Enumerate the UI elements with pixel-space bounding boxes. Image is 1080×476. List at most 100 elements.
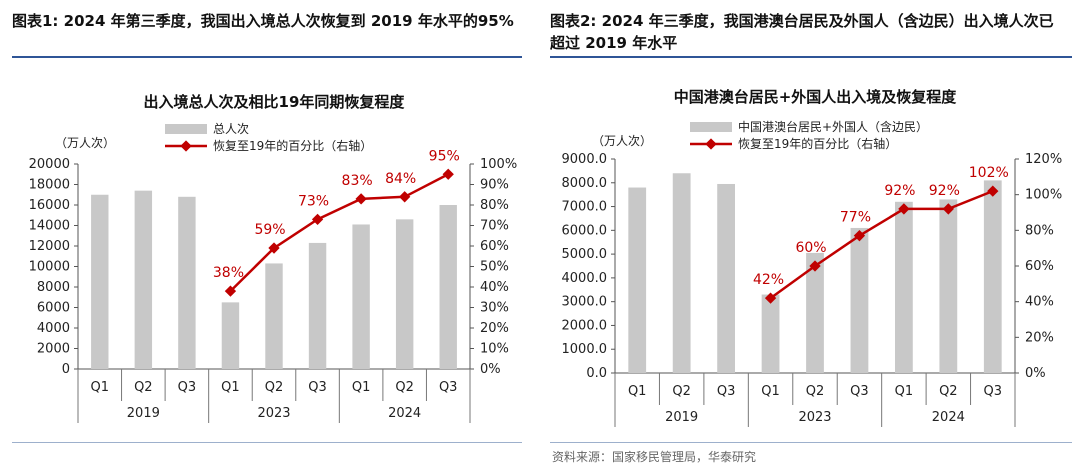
- left-line-data-label: 84%: [385, 171, 416, 187]
- left-chart: 出入境总人次及相比19年同期恢复程度 （万人次） 总人次恢复至19年的百分比（右轴）…: [29, 93, 517, 423]
- left-line-data-label: 73%: [298, 193, 329, 209]
- left-bar: [178, 196, 196, 369]
- right-bar: [628, 187, 647, 373]
- left-footer-rule: [12, 442, 522, 443]
- right-left-tick-label: 3000.0: [562, 295, 608, 310]
- left-unit-label: （万人次）: [55, 136, 115, 150]
- right-bar: [939, 199, 958, 373]
- right-category-label: Q2: [939, 384, 958, 399]
- left-category-label: Q2: [395, 380, 414, 395]
- left-line-data-label: 38%: [213, 265, 244, 281]
- right-category-label: Q3: [984, 384, 1003, 399]
- right-right-tick-label: 40%: [1025, 295, 1054, 310]
- right-line-marker: [809, 260, 821, 272]
- left-line-marker: [442, 168, 454, 180]
- left-group-label: 2024: [388, 406, 421, 421]
- left-left-tick-label: 12000: [29, 239, 70, 254]
- left-right-tick-label: 40%: [480, 280, 509, 295]
- right-right-tick-label: 0%: [1025, 366, 1046, 381]
- left-line-data-label: 59%: [254, 222, 285, 238]
- left-line-marker: [399, 191, 411, 203]
- left-bar: [395, 219, 414, 369]
- right-line-data-label: 102%: [969, 165, 1009, 181]
- right-right-tick-label: 20%: [1025, 330, 1054, 345]
- right-category-label: Q3: [850, 384, 869, 399]
- left-line-series: [229, 173, 449, 292]
- right-bar: [895, 201, 913, 373]
- left-bar: [265, 263, 283, 369]
- left-legend-bar-label: 总人次: [213, 122, 249, 136]
- right-category-label: Q2: [672, 384, 691, 399]
- left-left-tick-label: 6000: [37, 301, 70, 316]
- left-right-tick-label: 50%: [480, 260, 509, 275]
- left-right-tick-label: 10%: [480, 342, 509, 357]
- left-right-tick-label: 90%: [480, 178, 509, 193]
- left-group-label: 2019: [127, 406, 160, 421]
- left-right-tick-label: 60%: [480, 239, 509, 254]
- right-left-tick-label: 6000.0: [562, 223, 608, 238]
- right-left-tick-label: 4000.0: [562, 271, 608, 286]
- right-left-tick-label: 9000.0: [562, 152, 608, 167]
- right-bar: [850, 227, 869, 373]
- right-left-tick-label: 8000.0: [562, 176, 608, 191]
- left-left-tick-label: 18000: [29, 178, 70, 193]
- left-right-tick-label: 100%: [480, 157, 517, 172]
- left-line-marker: [224, 285, 237, 297]
- right-left-tick-label: 1000.0: [562, 342, 608, 357]
- right-bar: [672, 173, 691, 373]
- right-line-data-label: 42%: [753, 272, 784, 288]
- left-left-tick-label: 0: [62, 362, 70, 377]
- left-category-label: Q3: [439, 380, 458, 395]
- left-right-tick-label: 80%: [480, 198, 509, 213]
- left-line-marker: [311, 213, 324, 226]
- left-bar: [352, 224, 370, 369]
- left-left-tick-label: 20000: [29, 157, 70, 172]
- left-right-tick-label: 20%: [480, 321, 509, 336]
- right-bar: [983, 180, 1002, 373]
- left-left-tick-label: 14000: [29, 219, 70, 234]
- left-line-marker: [268, 242, 280, 254]
- right-chart: 中国港澳台居民+外国人出入境及恢复程度 （万人次） 中国港澳台居民+外国人（含边民）…: [562, 88, 1062, 427]
- right-bar: [806, 252, 824, 373]
- left-bar: [439, 205, 457, 369]
- left-bar: [134, 190, 153, 369]
- right-line-data-label: 77%: [840, 210, 871, 226]
- left-legend-line-marker: [180, 140, 192, 152]
- right-line-marker: [987, 185, 999, 197]
- right-group-label: 2023: [798, 410, 831, 425]
- right-left-tick-label: 5000.0: [562, 247, 608, 262]
- right-legend-bar-label: 中国港澳台居民+外国人（含边民）: [738, 119, 928, 134]
- left-legend-bar-swatch: [165, 124, 207, 134]
- left-header-rule: [12, 56, 522, 58]
- right-bar: [761, 294, 780, 373]
- left-left-tick-label: 4000: [37, 321, 70, 336]
- left-bar: [91, 194, 109, 369]
- right-footer-rule: [550, 442, 1072, 443]
- left-line-marker: [355, 193, 367, 205]
- left-bar: [221, 302, 240, 369]
- right-group-label: 2019: [665, 410, 698, 425]
- left-line-data-label: 83%: [342, 173, 373, 189]
- right-group-label: 2024: [932, 410, 965, 425]
- left-category-label: Q3: [178, 380, 197, 395]
- right-right-tick-label: 80%: [1025, 223, 1054, 238]
- right-line-marker: [898, 203, 910, 215]
- right-chart-title: 中国港澳台居民+外国人出入境及恢复程度: [674, 88, 958, 106]
- right-category-label: Q2: [806, 384, 825, 399]
- left-group-label: 2023: [257, 406, 290, 421]
- left-chart-title: 出入境总人次及相比19年同期恢复程度: [144, 93, 406, 111]
- right-legend-line-label: 恢复至19年的百分比（右轴）: [738, 136, 897, 151]
- right-left-tick-label: 7000.0: [562, 200, 608, 215]
- left-category-label: Q3: [308, 380, 327, 395]
- right-line-data-label: 92%: [929, 183, 960, 199]
- right-category-label: Q1: [895, 384, 914, 399]
- left-category-label: Q2: [265, 380, 284, 395]
- right-bar: [717, 183, 735, 373]
- right-left-tick-label: 2000.0: [562, 318, 608, 333]
- left-right-tick-label: 70%: [480, 219, 509, 234]
- right-line-series: [769, 189, 994, 300]
- left-bar: [308, 242, 327, 369]
- left-category-label: Q1: [91, 380, 110, 395]
- left-left-tick-label: 16000: [29, 198, 70, 213]
- right-legend-bar-swatch: [690, 122, 732, 132]
